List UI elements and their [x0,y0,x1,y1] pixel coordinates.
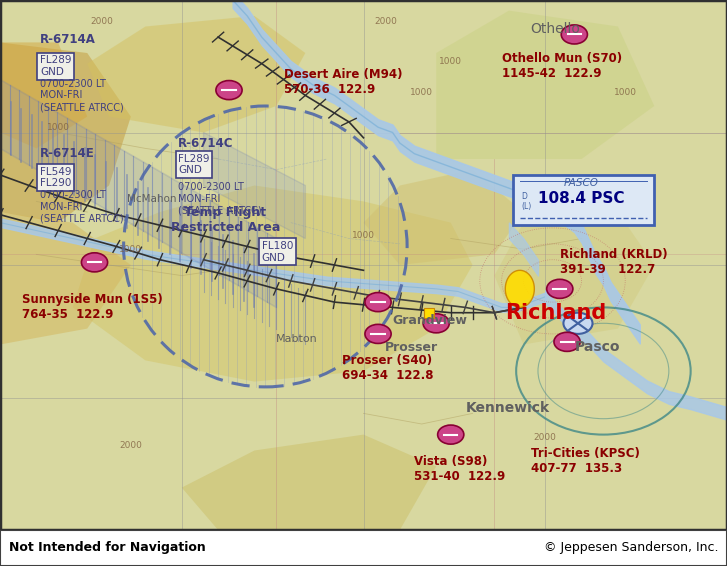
Text: 108.4 PSC: 108.4 PSC [539,191,624,206]
Circle shape [547,279,573,298]
Text: 1000: 1000 [439,57,462,66]
Polygon shape [0,212,131,345]
Text: 0700-2300 LT
MON-FRI
(SEATTLE ARTCC): 0700-2300 LT MON-FRI (SEATTLE ARTCC) [40,190,124,224]
Polygon shape [182,435,436,530]
Text: PASCO: PASCO [564,178,599,188]
Text: Mabton: Mabton [276,334,318,344]
Polygon shape [73,186,473,381]
Polygon shape [87,16,305,132]
Polygon shape [494,212,654,345]
Text: D
(L): D (L) [521,192,531,211]
Circle shape [365,324,391,344]
Circle shape [81,253,108,272]
Text: 2000: 2000 [374,17,397,26]
Text: Sunnyside Mun (1S5)
764-35  122.9: Sunnyside Mun (1S5) 764-35 122.9 [22,293,163,321]
Circle shape [554,332,580,351]
Text: 1000: 1000 [410,88,433,97]
Text: R-6714A: R-6714A [40,33,96,46]
Text: Prosser: Prosser [385,341,438,354]
Text: Desert Aire (M94)
570-36  122.9: Desert Aire (M94) 570-36 122.9 [284,68,402,96]
Text: Othello: Othello [531,22,581,36]
Circle shape [561,25,587,44]
Polygon shape [0,42,131,222]
Text: 1000: 1000 [352,231,375,241]
Text: McMahon: McMahon [127,194,177,204]
Text: Kennewick: Kennewick [465,401,550,415]
Circle shape [365,293,391,312]
Polygon shape [204,132,305,238]
Text: 2000: 2000 [534,433,557,442]
Text: Grandview: Grandview [393,314,467,327]
Text: FL289
GND: FL289 GND [178,153,209,175]
Polygon shape [0,79,276,307]
Text: R-6714C: R-6714C [178,136,233,149]
Polygon shape [505,271,534,307]
Text: 0700-2300 LT
MON-FRI
(SEATTLE ARTCC): 0700-2300 LT MON-FRI (SEATTLE ARTCC) [178,182,262,215]
Polygon shape [364,170,523,265]
Text: © Jeppesen Sanderson, Inc.: © Jeppesen Sanderson, Inc. [544,542,718,555]
Text: Richland (KRLD)
391-39   122.7: Richland (KRLD) 391-39 122.7 [560,248,667,276]
Text: 1000: 1000 [614,88,637,97]
Text: Temp Flight
Restricted Area: Temp Flight Restricted Area [171,206,280,234]
Text: R-6714E: R-6714E [40,147,95,160]
Text: FL289
GND: FL289 GND [40,55,71,77]
Text: Richland: Richland [505,303,606,323]
Text: 1000: 1000 [119,245,142,254]
FancyBboxPatch shape [513,175,654,225]
Text: 2000: 2000 [119,441,142,450]
Text: FL180
GND: FL180 GND [262,241,293,263]
Polygon shape [0,42,87,148]
Circle shape [563,312,593,334]
Text: 0700-2300 LT
MON-FRI
(SEATTLE ATRCC): 0700-2300 LT MON-FRI (SEATTLE ATRCC) [40,79,124,112]
Text: FL549
FL290: FL549 FL290 [40,167,71,188]
Circle shape [438,425,464,444]
Text: Pasco: Pasco [574,340,620,354]
Text: Othello Mun (S70)
1145-42  122.9: Othello Mun (S70) 1145-42 122.9 [502,52,622,80]
Text: Prosser (S40)
694-34  122.8: Prosser (S40) 694-34 122.8 [342,354,433,383]
Text: Tri-Cities (KPSC)
407-77  135.3: Tri-Cities (KPSC) 407-77 135.3 [531,447,640,475]
Text: 1000: 1000 [47,123,70,132]
Polygon shape [436,11,654,159]
Text: Vista (S98)
531-40  122.9: Vista (S98) 531-40 122.9 [414,455,506,483]
Circle shape [216,80,242,100]
Text: Not Intended for Navigation: Not Intended for Navigation [9,542,206,555]
Circle shape [423,314,449,333]
Text: 2000: 2000 [90,17,113,26]
